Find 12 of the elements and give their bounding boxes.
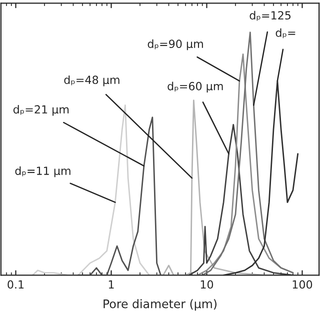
annotation: dₚ= — [276, 28, 296, 38]
x-tick-label: 0.1 — [8, 280, 24, 289]
annotation: dₚ=11 μm — [15, 166, 70, 178]
annotation: dₚ=60 μm — [168, 82, 223, 92]
annotation: dₚ=90 μm — [148, 39, 203, 50]
x-axis-title: Pore diameter (μm) — [104, 299, 216, 311]
x-tick-label: 10 — [200, 280, 214, 289]
annotation: dₚ=48 μm — [64, 75, 120, 86]
annotation: dₚ=125 — [250, 10, 291, 21]
x-tick-label: 1 — [108, 280, 114, 289]
x-tick-label: 100 — [292, 280, 312, 289]
annotation: dₚ=21 μm — [13, 104, 69, 116]
